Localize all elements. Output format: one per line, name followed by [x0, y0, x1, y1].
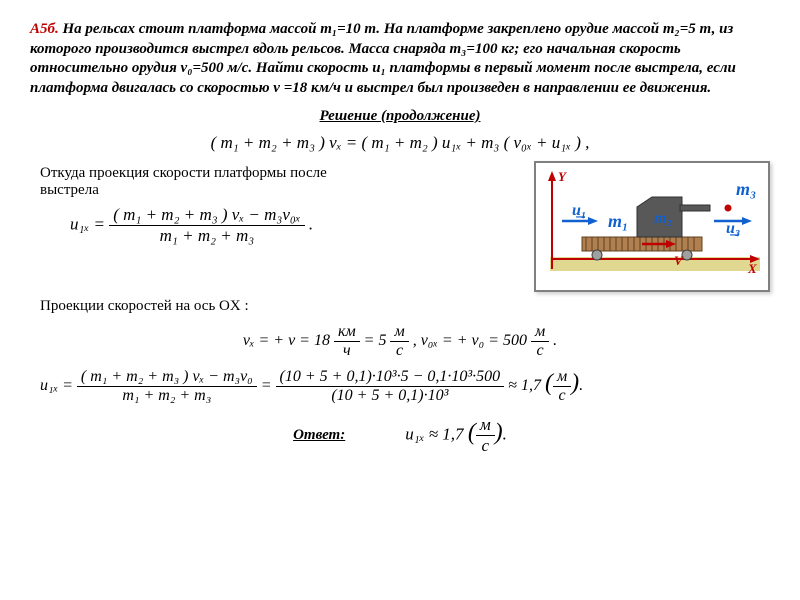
eq3-ud3: с — [531, 342, 549, 360]
m2-label: m₂ — [654, 210, 672, 227]
text-after-eq1: Откуда проекция скорости платформы после… — [40, 165, 360, 199]
eq3-a: vₓ = + v = 18 — [243, 332, 330, 349]
eq2-num: ( m₁ + m₂ + m₃ ) vₓ − m₃v₀ₓ — [109, 205, 304, 226]
eq3-b: = 5 — [364, 332, 387, 349]
m1-label: m₁ — [608, 211, 628, 231]
eq3-c: , v₀ₓ = + v₀ = 500 — [413, 332, 527, 349]
diagram-svg: Y X — [542, 169, 762, 279]
eq3-un3: м — [531, 323, 549, 342]
m3-label: m₃ — [736, 179, 756, 199]
equation-3: vₓ = + v = 18 кмч = 5 мс , v₀ₓ = + v₀ = … — [30, 323, 770, 360]
eq4-eq: = — [261, 377, 276, 394]
eq3-un: км — [334, 323, 360, 342]
v-label: V — [674, 253, 684, 268]
eq4-lhs: u₁ₓ = — [40, 377, 73, 394]
eq4-approx: ≈ 1,7 — [508, 377, 541, 394]
equation-2: u₁ₓ = ( m₁ + m₂ + m₃ ) vₓ − m₃v₀ₓ m₁ + m… — [70, 205, 524, 246]
eq4-n1: ( m₁ + m₂ + m₃ ) vₓ − m₃v₀ — [77, 368, 257, 387]
eq2-den: m₁ + m₂ + m₃ — [109, 226, 304, 246]
eq4-d2: (10 + 5 + 0,1)·10³ — [276, 387, 505, 405]
eq3-un2: м — [390, 323, 408, 342]
x-axis-label: X — [747, 261, 757, 276]
eq3-ud2: с — [390, 342, 408, 360]
eq4-d1: m₁ + m₂ + m₃ — [77, 387, 257, 405]
eq2-end: . — [309, 214, 313, 233]
eq2-lhs: u₁ₓ = — [70, 214, 105, 233]
u3-label: u͢₃ — [726, 220, 740, 237]
equation-1: ( m₁ + m₂ + m₃ ) vₓ = ( m₁ + m₂ ) u₁ₓ + … — [30, 133, 770, 153]
answer-row: Ответ: u₁ₓ ≈ 1,7 (мс). — [30, 415, 770, 456]
y-axis-label: Y — [558, 169, 567, 184]
eq4-us: с — [553, 387, 571, 405]
answer-expression: u₁ₓ ≈ 1,7 (мс). — [405, 415, 507, 456]
answer-label: Ответ: — [293, 427, 345, 444]
ans-ud: с — [476, 436, 495, 456]
eq4-um: м — [553, 368, 571, 387]
projection-text: Проекции скоростей на ось OX : — [40, 298, 770, 315]
problem-text: На рельсах стоит платформа массой m₁=10 … — [30, 21, 736, 96]
solution-header: Решение (продолжение) — [30, 108, 770, 125]
problem-statement: А5б. На рельсах стоит платформа массой m… — [30, 20, 770, 98]
eq4-n2: (10 + 5 + 0,1)·10³·5 − 0,1·10³·500 — [276, 368, 505, 387]
problem-label: А5б. — [30, 21, 59, 37]
u1-label: u͢₁ — [572, 202, 586, 219]
equation-4: u₁ₓ = ( m₁ + m₂ + m₃ ) vₓ − m₃v₀ m₁ + m₂… — [40, 368, 770, 405]
ans-un: м — [476, 415, 495, 436]
answer-expr: u₁ₓ ≈ 1,7 — [405, 424, 463, 443]
physics-diagram: Y X — [534, 161, 770, 292]
eq3-ud: ч — [334, 342, 360, 360]
